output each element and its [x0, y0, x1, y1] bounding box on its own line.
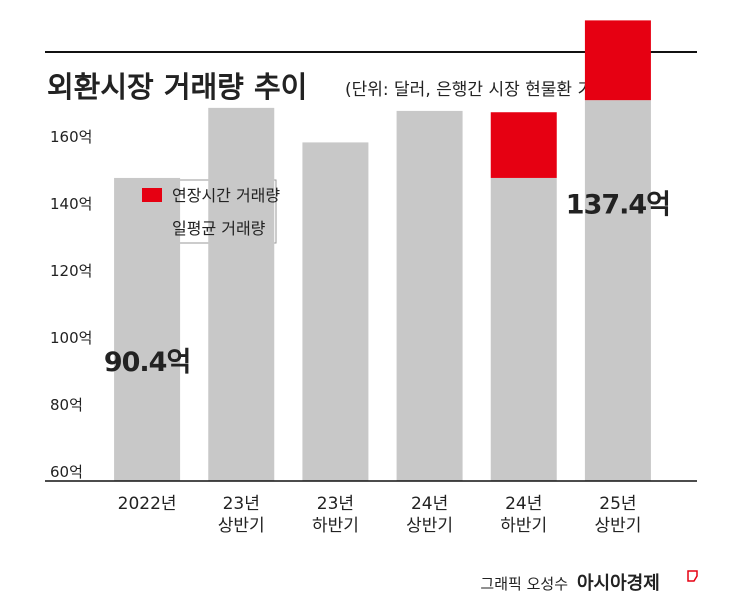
x-tick-line: 상반기	[218, 516, 265, 536]
x-tick-line: 23년	[223, 494, 260, 514]
bar-segment	[490, 177, 557, 481]
x-tick-line: 24년	[411, 494, 448, 514]
x-tick-line: 상반기	[406, 516, 453, 536]
bar-segment	[302, 142, 369, 481]
bar-segment	[490, 112, 557, 178]
chart-subtitle: (단위: 달러, 은행간 시장 현물환 기준)	[345, 80, 615, 100]
value-label: 90.4억	[104, 347, 190, 378]
source: 아시아경제	[577, 573, 660, 594]
x-tick-line: 하반기	[500, 516, 547, 536]
value-label: 137.4억	[566, 190, 670, 221]
bar-segment	[208, 107, 275, 481]
x-tick-line: 하반기	[312, 516, 359, 536]
x-tick-label: 23년 하반기	[312, 494, 359, 536]
legend-label: 연장시간 거래량	[172, 186, 280, 205]
legend-swatch	[142, 188, 162, 202]
credit: 그래픽 오성수	[480, 575, 568, 593]
x-tick-line: 상반기	[594, 516, 641, 536]
x-tick-label: 24년 하반기	[500, 494, 547, 536]
bar-segment	[584, 100, 651, 481]
y-tick-label: 60억	[50, 463, 83, 481]
bar-segment	[396, 110, 463, 481]
x-tick-line: 23년	[317, 494, 354, 514]
y-tick-label: 160억	[50, 128, 92, 146]
x-tick-line: 2022년	[118, 494, 177, 514]
x-tick-line: 25년	[599, 494, 636, 514]
chart-title: 외환시장 거래량 추이	[47, 70, 307, 104]
legend-swatch	[142, 221, 162, 235]
x-tick-label: 23년 상반기	[218, 494, 265, 536]
x-tick-line: 24년	[505, 494, 542, 514]
bar-segment	[584, 20, 651, 101]
x-tick-label: 2022년	[118, 494, 177, 514]
legend-label: 일평균 거래량	[172, 219, 266, 238]
y-tick-label: 140억	[50, 195, 92, 213]
logo-icon	[687, 570, 698, 582]
x-tick-label: 25년 상반기	[594, 494, 641, 536]
y-tick-label: 100억	[50, 329, 92, 347]
y-tick-label: 80억	[50, 396, 83, 414]
y-tick-label: 120억	[50, 262, 92, 280]
x-tick-label: 24년 상반기	[406, 494, 453, 536]
